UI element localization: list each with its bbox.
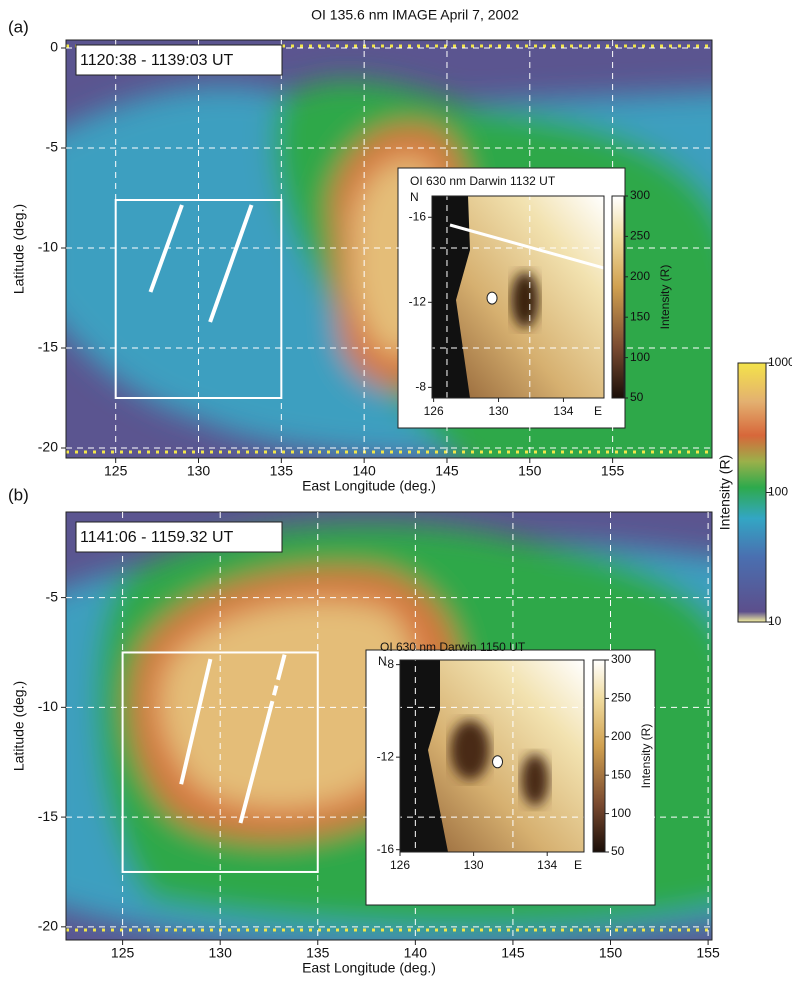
inset-y-tick-label: -8 [383,657,394,671]
y-tick-label: -15 [38,339,58,355]
station-marker [492,755,504,769]
time-label: 1141:06 - 1159.32 UT [80,529,234,546]
inset-colorbar-tick-label: 150 [630,309,650,323]
y-tick-label: -20 [38,439,58,455]
x-axis-label: East Longitude (deg.) [302,478,436,494]
time-label-box [75,44,283,76]
x-tick-label: 155 [601,463,625,479]
inset-colorbar-tick-label: 300 [611,652,631,666]
panel-label: (b) [8,485,29,504]
inset-x-tick-label: 126 [390,858,410,872]
inset-frame [399,659,585,853]
inset-x-tick-label: 130 [489,404,509,418]
inset-x-tick-label: 130 [464,858,484,872]
inset-image-a [432,196,604,398]
region-box [121,651,319,873]
inset-colorbar-tick-label: 300 [630,188,650,202]
inset-y-tick-label: -12 [377,749,395,763]
y-tick-label: -5 [46,588,59,604]
inset-y-tick-label: -16 [409,209,427,223]
station-marker [486,291,498,305]
track-line [179,658,213,785]
y-axis-label: Latitude (deg.) [11,681,27,771]
inset-colorbar-tick-label: 50 [630,390,644,404]
x-tick-label: 145 [501,945,525,961]
x-tick-label: 135 [306,945,330,961]
inset-colorbar-tick-label: 100 [630,350,650,364]
x-tick-label: 130 [187,463,211,479]
track-line [208,204,254,323]
panel-label: (a) [8,17,29,36]
x-axis-label: East Longitude (deg.) [302,960,436,976]
inset-colorbar-tick-label: 250 [611,691,631,705]
time-label-box [75,521,283,553]
inset-title: OI 630 nm Darwin 1150 UT [380,640,526,654]
inset-colorbar-tick-label: 150 [611,767,631,781]
colorbar [737,362,767,623]
inset-north: N [410,190,419,204]
x-tick-label: 150 [518,463,542,479]
y-tick-label: -5 [46,139,59,155]
track-line [237,654,287,827]
inset-colorbar-label: Intensity (R) [658,265,672,330]
inset-colorbar [592,659,606,853]
inset-y-tick-label: -8 [415,380,426,394]
inset-frame [431,195,605,399]
colorbar-tick-label: 1000 [768,355,792,369]
x-tick-label: 140 [404,945,428,961]
track-line [148,204,184,293]
x-tick-label: 155 [696,945,720,961]
map-image-b [66,512,712,940]
inset-y-tick-label: -12 [409,294,427,308]
inset-colorbar-tick-label: 50 [611,844,625,858]
inset-colorbar-label: Intensity (R) [639,724,653,789]
region-box [114,199,283,399]
x-tick-label: 150 [599,945,623,961]
inset-colorbar-tick-label: 200 [611,729,631,743]
y-tick-label: -15 [38,808,58,824]
y-tick-label: -10 [38,698,58,714]
inset-title: OI 630 nm Darwin 1132 UT [410,174,556,188]
y-tick-label: -20 [38,918,58,934]
colorbar-label: Intensity (R) [717,455,733,530]
y-tick-label: 0 [50,39,58,55]
colorbar-tick-label: 10 [768,614,782,628]
time-label: 1120:38 - 1139:03 UT [80,52,234,69]
inset-colorbar-tick-label: 100 [611,806,631,820]
x-tick-label: 130 [209,945,233,961]
y-axis-label: Latitude (deg.) [11,204,27,294]
inset-x-tick-label: 134 [537,858,557,872]
inset-east: E [594,404,602,418]
x-tick-label: 145 [435,463,459,479]
inset-north: N [378,654,387,668]
inset-colorbar-tick-label: 250 [630,229,650,243]
inset-x-tick-label: 126 [424,404,444,418]
inset-x-tick-label: 134 [553,404,573,418]
x-tick-label: 125 [104,463,128,479]
inset-y-tick-label: -16 [377,842,395,856]
inset-colorbar [611,195,625,399]
inset-image-b [400,660,584,852]
map-image-a [66,40,712,458]
x-tick-label: 135 [270,463,294,479]
inset-colorbar-tick-label: 200 [630,269,650,283]
colorbar-tick-label: 100 [768,485,788,499]
inset-east: E [574,858,582,872]
x-tick-label: 125 [111,945,135,961]
x-tick-label: 140 [352,463,376,479]
y-tick-label: -10 [38,239,58,255]
figure-title: OI 135.6 nm IMAGE April 7, 2002 [311,7,519,23]
plot-frame [65,511,713,941]
plot-frame [65,39,713,459]
